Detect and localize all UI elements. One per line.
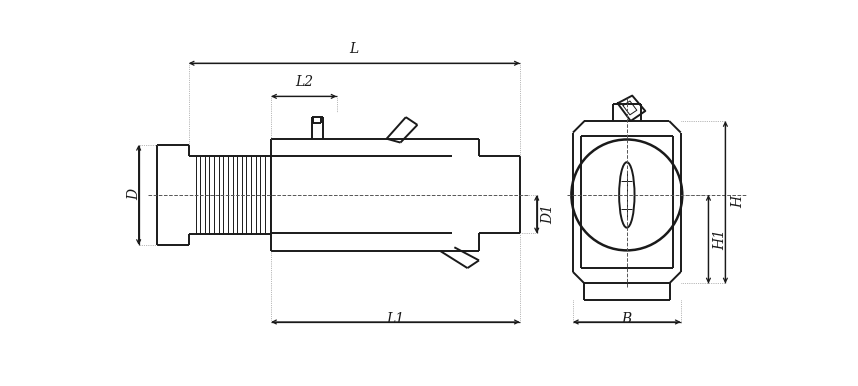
Text: H: H bbox=[732, 196, 746, 208]
Text: B: B bbox=[622, 312, 632, 326]
Text: L2: L2 bbox=[295, 75, 313, 90]
Text: H1: H1 bbox=[713, 229, 727, 250]
Text: D1: D1 bbox=[541, 204, 555, 224]
Text: L1: L1 bbox=[386, 312, 404, 326]
Text: L: L bbox=[349, 42, 359, 56]
Text: D: D bbox=[127, 190, 141, 200]
